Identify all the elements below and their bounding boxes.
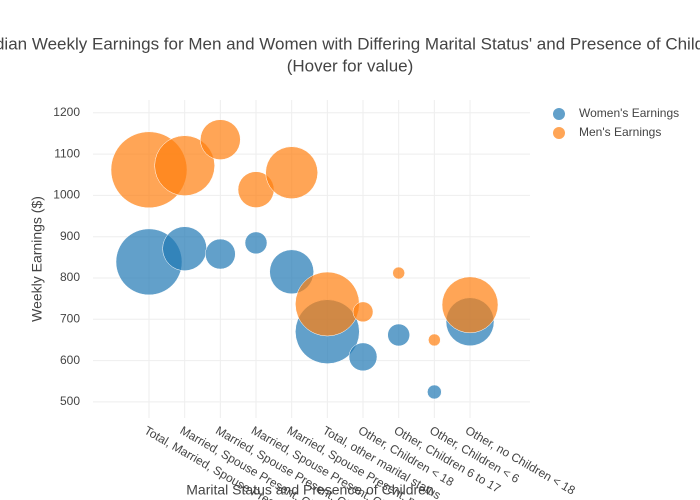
bubble [265,146,318,199]
y-tick-label: 1100 [54,146,80,160]
bubble [154,135,215,196]
bubble [205,238,236,270]
legend-label: Women's Earnings [579,106,679,120]
y-tick-label: 700 [60,311,80,325]
bubble [295,271,360,337]
legend-marker [553,108,565,120]
bubble [269,249,314,295]
legend-marker [553,127,565,139]
bubble [244,231,268,255]
bubble [162,226,207,271]
chart-title: Median Weekly Earnings for Men and Women… [0,34,700,53]
y-tick-label: 500 [60,394,80,408]
y-tick-label: 900 [60,229,80,243]
y-tick-label: 800 [60,270,80,284]
bubble [441,276,499,334]
bubble [352,301,374,323]
bubble [427,384,442,400]
bubble [428,333,441,347]
chart-subtitle: (Hover for value) [287,56,414,75]
y-tick-label: 1000 [53,188,80,202]
bubble [348,342,378,372]
y-tick-label: 600 [60,353,80,367]
y-tick-label: 1200 [53,105,80,119]
bubble [200,119,241,160]
y-axis-label: Weekly Earnings ($) [29,196,45,322]
bubble [387,323,410,347]
x-axis-label: Marital Status and Presence of Children [186,482,433,498]
bubble [392,266,405,280]
legend-label: Men's Earnings [579,125,661,139]
